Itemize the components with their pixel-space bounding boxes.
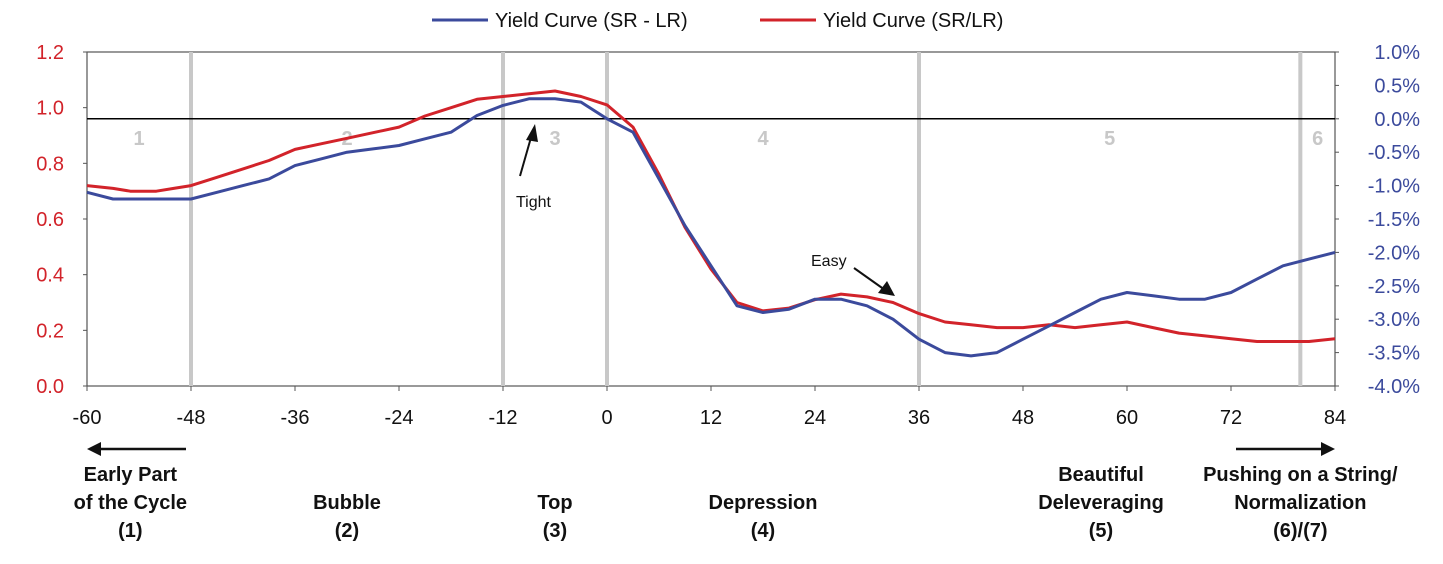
- tight-label: Tight: [516, 194, 552, 211]
- x-tick-label: 60: [1116, 407, 1138, 429]
- phase-number: 5: [1104, 128, 1115, 150]
- legend: Yield Curve (SR - LR) Yield Curve (SR/LR…: [432, 10, 1003, 32]
- right-tick-label: -3.0%: [1368, 309, 1420, 331]
- legend-label-sr-div-lr: Yield Curve (SR/LR): [823, 10, 1003, 32]
- normalization-arrow: [1236, 442, 1335, 456]
- annotation-easy: Easy: [811, 253, 895, 296]
- x-tick-label: -12: [489, 407, 518, 429]
- phase-label-line: (4): [751, 520, 775, 542]
- phase-number: 4: [757, 128, 769, 150]
- tight-arrowhead: [526, 124, 538, 142]
- x-tick-label: 72: [1220, 407, 1242, 429]
- right-tick-label: 0.5%: [1374, 75, 1420, 97]
- legend-label-sr-minus-lr: Yield Curve (SR - LR): [495, 10, 688, 32]
- easy-label: Easy: [811, 253, 847, 270]
- x-tick-label: -36: [281, 407, 310, 429]
- phase-dividers: [189, 52, 1303, 386]
- right-tick-label: -3.5%: [1368, 343, 1420, 365]
- x-tick-label: 12: [700, 407, 722, 429]
- phase-labels: Early Part of the Cycle (1) Bubble (2) Top (3)…: [74, 464, 1398, 542]
- easy-arrow: [853, 267, 886, 291]
- phase-number: 1: [133, 128, 144, 150]
- annotation-tight: Tight: [516, 124, 552, 211]
- left-tick-label: 1.0: [36, 98, 64, 120]
- phase-label-line: Normalization: [1234, 492, 1366, 514]
- x-tick-label: -60: [73, 407, 102, 429]
- phase-label-line: of the Cycle: [74, 492, 187, 514]
- x-tick-label: 36: [908, 407, 930, 429]
- phase-label-line: Deleveraging: [1038, 492, 1164, 514]
- right-tick-label: 1.0%: [1374, 42, 1420, 64]
- phase-label-line: (1): [118, 520, 142, 542]
- x-tick-label: 24: [804, 407, 826, 429]
- early-cycle-arrow: [87, 442, 186, 456]
- left-tick-label: 0.8: [36, 153, 64, 175]
- x-tick-label: 0: [601, 407, 612, 429]
- phase-label-line: (5): [1089, 520, 1113, 542]
- right-tick-label: -1.0%: [1368, 176, 1420, 198]
- left-tick-label: 0.0: [36, 376, 64, 398]
- x-tick-label: 48: [1012, 407, 1034, 429]
- right-tick-label: 0.0%: [1374, 109, 1420, 131]
- phase-label-line: (6)/(7): [1273, 520, 1327, 542]
- right-tick-label: -4.0%: [1368, 376, 1420, 398]
- phase-label-line: Beautiful: [1058, 464, 1144, 486]
- phase-label-line: Top: [537, 492, 572, 514]
- phase-number: 6: [1312, 128, 1323, 150]
- x-tick-label: -48: [177, 407, 206, 429]
- phase-label-line: Depression: [709, 492, 818, 514]
- phase-number: 3: [549, 128, 560, 150]
- x-tick-label: -24: [385, 407, 414, 429]
- phase-label-line: (2): [335, 520, 359, 542]
- right-tick-label: -2.5%: [1368, 276, 1420, 298]
- tight-arrow: [519, 133, 533, 177]
- easy-arrowhead: [878, 281, 895, 296]
- left-axis-ticks: 0.0 0.2 0.4 0.6 0.8 1.0 1.2: [36, 42, 87, 398]
- left-tick-label: 0.4: [36, 265, 64, 287]
- right-axis-ticks: -4.0% -3.5% -3.0% -2.5% -2.0% -1.5% -1.0% -0.5%…: [1335, 42, 1420, 398]
- x-tick-label: 84: [1324, 407, 1346, 429]
- phase-label-line: (3): [543, 520, 567, 542]
- right-tick-label: -2.0%: [1368, 242, 1420, 264]
- right-tick-label: -0.5%: [1368, 142, 1420, 164]
- phase-label-line: Early Part: [84, 464, 178, 486]
- series-line-sr-minus-lr: [86, 97, 1336, 358]
- phase-label-line: Bubble: [313, 492, 381, 514]
- plot-area: [86, 51, 1336, 387]
- series-line-sr-div-lr: [86, 89, 1336, 343]
- left-tick-label: 1.2: [36, 42, 64, 64]
- left-tick-label: 0.6: [36, 209, 64, 231]
- phase-label-line: Pushing on a String/: [1203, 464, 1398, 486]
- right-tick-label: -1.5%: [1368, 209, 1420, 231]
- x-axis-ticks: -60 -48 -36 -24 -12 0 12 24 36 48 60 72 84: [73, 386, 1346, 429]
- left-tick-label: 0.2: [36, 320, 64, 342]
